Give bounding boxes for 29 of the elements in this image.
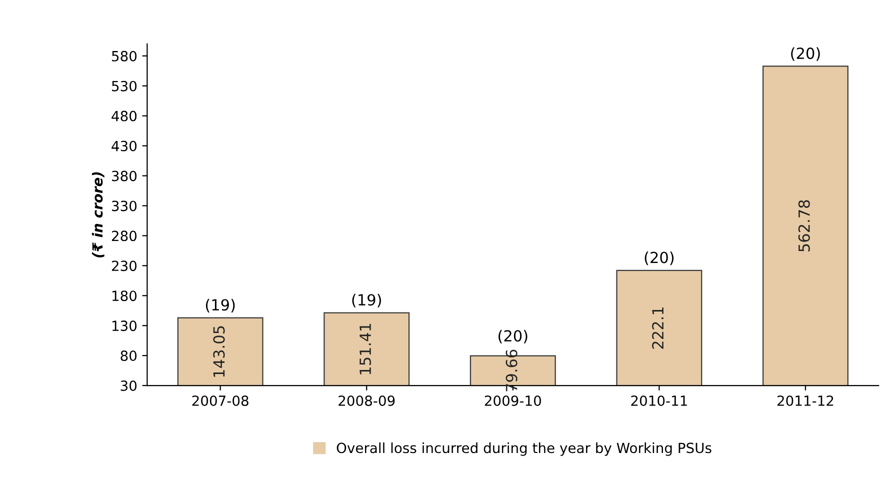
y-tick-label: 580 <box>112 50 137 62</box>
y-tick-label: 180 <box>112 290 137 302</box>
y-tick-label: 330 <box>112 200 137 212</box>
annotation: (20) <box>644 251 674 266</box>
data-label: 562.78 <box>798 200 810 252</box>
data-label: 79.66 <box>506 350 518 392</box>
y-tick-label: 80 <box>120 350 137 362</box>
annotation: (20) <box>498 330 528 344</box>
legend-label: Overall loss incurred during the year by Working PSUs <box>336 442 712 456</box>
y-tick-label: 430 <box>112 140 137 152</box>
y-tick-label: 30 <box>120 380 137 391</box>
y-axis-title: (₹ in crore) <box>92 172 104 258</box>
data-label: 222.1 <box>652 308 664 349</box>
x-tick-label: 2010-11 <box>631 395 687 406</box>
data-label: 143.05 <box>213 326 225 377</box>
annotation: (20) <box>791 47 820 61</box>
x-tick-label: 2011-12 <box>777 395 834 406</box>
y-tick-label: 480 <box>112 110 137 122</box>
y-tick-label: 230 <box>112 260 137 272</box>
annotation: (19) <box>352 294 381 308</box>
y-tick-label: 280 <box>112 230 137 242</box>
x-tick-label: 2009-10 <box>484 395 541 406</box>
x-tick-label: 2008-09 <box>338 395 395 406</box>
annotation: (19) <box>206 298 235 312</box>
y-tick-label: 380 <box>112 170 137 182</box>
y-tick-label: 130 <box>112 320 137 332</box>
x-tick-label: 2007-08 <box>192 395 248 406</box>
data-label: 151.41 <box>360 324 372 374</box>
y-tick-label: 530 <box>112 80 137 92</box>
